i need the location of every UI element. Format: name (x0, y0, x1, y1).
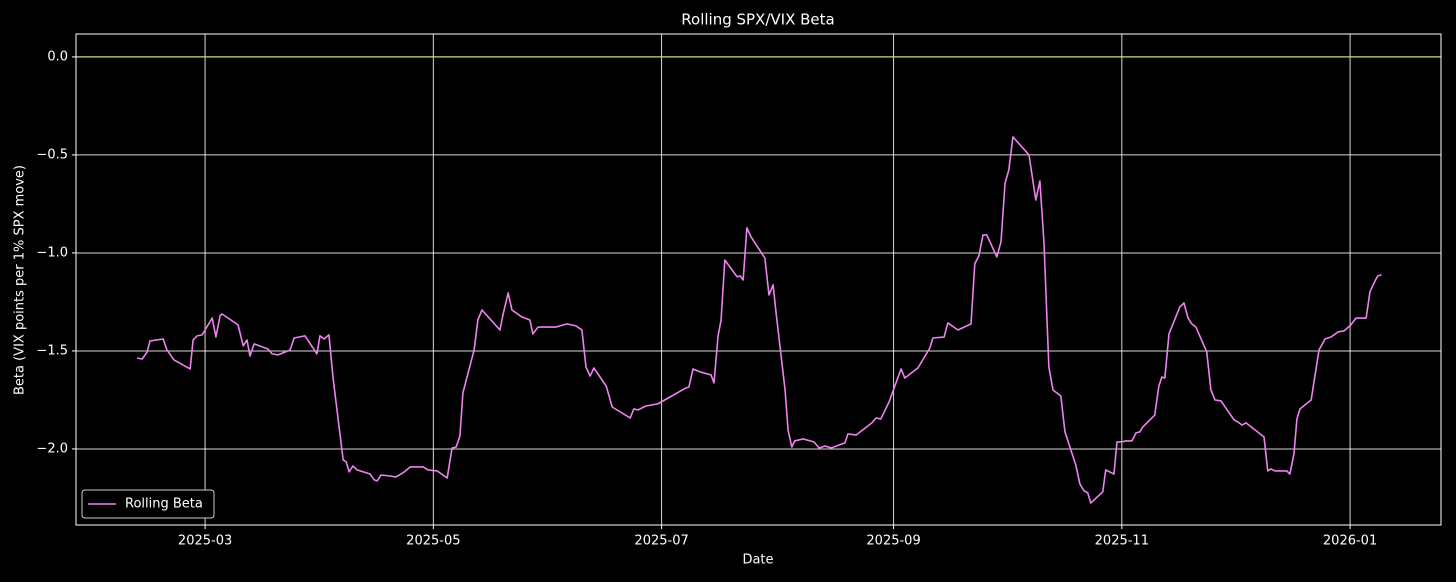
x-tick-label: 2025-09 (866, 534, 920, 549)
x-tick-label: 2025-03 (178, 534, 232, 549)
legend-box (81, 489, 215, 519)
x-tick-label: 2025-07 (634, 534, 688, 549)
x-axis-label: Date (742, 553, 773, 568)
y-tick-label: −0.5 (36, 147, 68, 162)
plot-frame (75, 33, 1442, 526)
x-tick-label: 2025-11 (1095, 534, 1149, 549)
x-tick-label: 2025-05 (406, 534, 460, 549)
y-tick-label: −2.0 (36, 441, 68, 456)
data-line (136, 136, 1382, 504)
legend-label: Rolling Beta (125, 497, 203, 512)
y-axis-label: Beta (VIX points per 1% SPX move) (13, 165, 28, 395)
chart-title: Rolling SPX/VIX Beta (681, 11, 834, 29)
y-tick-label: −1.0 (36, 245, 68, 260)
y-tick-label: 0.0 (47, 49, 68, 64)
x-tick-label: 2026-01 (1323, 534, 1377, 549)
y-tick-label: −1.5 (36, 343, 68, 358)
